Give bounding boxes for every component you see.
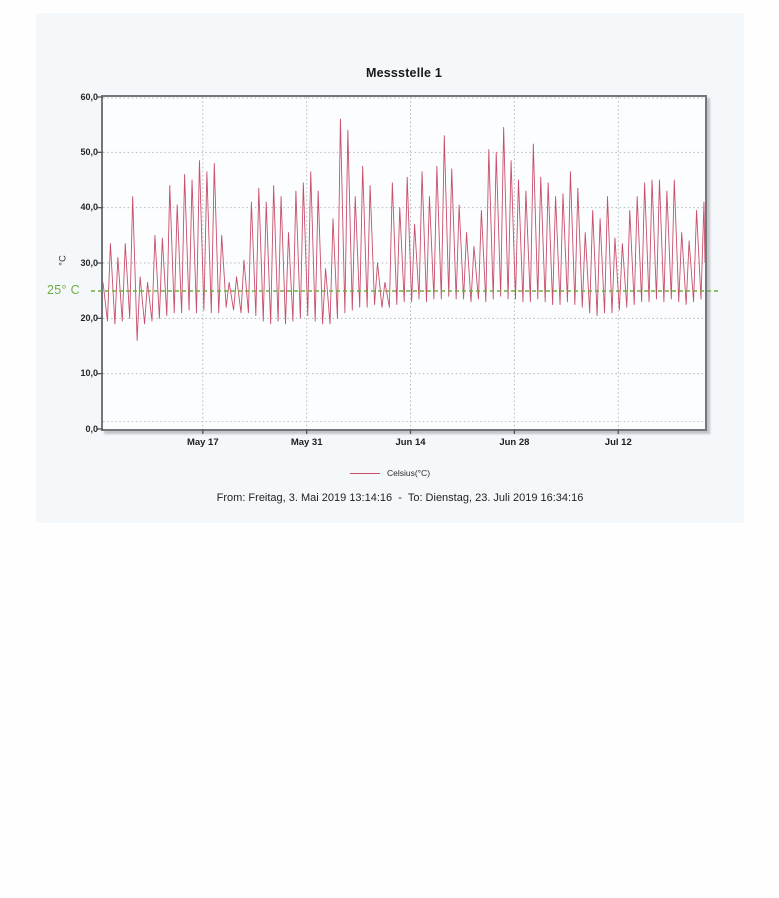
chart-title: Messstelle 1: [365, 66, 443, 80]
x-tick-label: May 17: [186, 437, 219, 448]
legend-series-label: Celsius(°C): [386, 468, 431, 478]
time-range-caption: From: Freitag, 3. Mai 2019 13:14:16 - To…: [216, 492, 584, 504]
reference-line-25c: [91, 290, 721, 292]
y-tick-label: 10,0: [80, 368, 98, 379]
x-tick-label: May 31: [290, 437, 323, 448]
reference-line-label: 25° C: [47, 283, 80, 297]
plot-area-svg: [97, 96, 706, 434]
y-tick-label: 20,0: [80, 312, 98, 323]
y-axis-unit-label: °C: [57, 255, 69, 266]
chart-legend: Celsius(°C): [90, 468, 690, 478]
y-tick-label: 30,0: [80, 257, 98, 268]
y-tick-label: 40,0: [80, 202, 98, 213]
series-celsius-line: [102, 118, 706, 341]
x-tick-label: Jul 12: [604, 437, 632, 448]
y-tick-label: 0,0: [85, 423, 98, 434]
x-tick-label: Jun 28: [499, 437, 530, 448]
y-tick-label: 50,0: [80, 146, 98, 157]
x-tick-label: Jun 14: [395, 437, 426, 448]
legend-line-swatch: [349, 472, 380, 474]
y-tick-label: 60,0: [80, 91, 98, 102]
